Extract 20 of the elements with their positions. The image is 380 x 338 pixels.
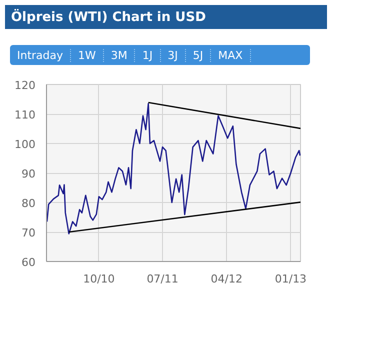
text: 5J xyxy=(186,49,212,62)
y-tick-label: 90 xyxy=(22,168,36,180)
line-series xyxy=(46,103,300,234)
x-tick-label: 07/11 xyxy=(146,272,178,286)
x-tick-label: 01/13 xyxy=(274,272,307,286)
y-tick-label: 110 xyxy=(14,108,36,122)
text: 1W xyxy=(71,49,104,62)
y-tick-label: 120 xyxy=(14,79,36,92)
chart-title: Ölpreis (WTI) Chart in USD xyxy=(11,9,206,27)
text: Intraday xyxy=(10,49,72,62)
x-tick-label: 10/10 xyxy=(83,272,115,286)
text: 1J xyxy=(135,49,161,62)
y-tick-label: 70 xyxy=(22,226,36,240)
y-tick-label: 80 xyxy=(22,197,36,210)
text: 3J xyxy=(160,49,186,62)
x-tick-label: 04/12 xyxy=(210,272,242,286)
text: MAX xyxy=(211,49,251,62)
y-tick-label: 60 xyxy=(22,256,36,269)
y-tick-label: 100 xyxy=(14,138,36,151)
text: 3M xyxy=(104,49,136,62)
